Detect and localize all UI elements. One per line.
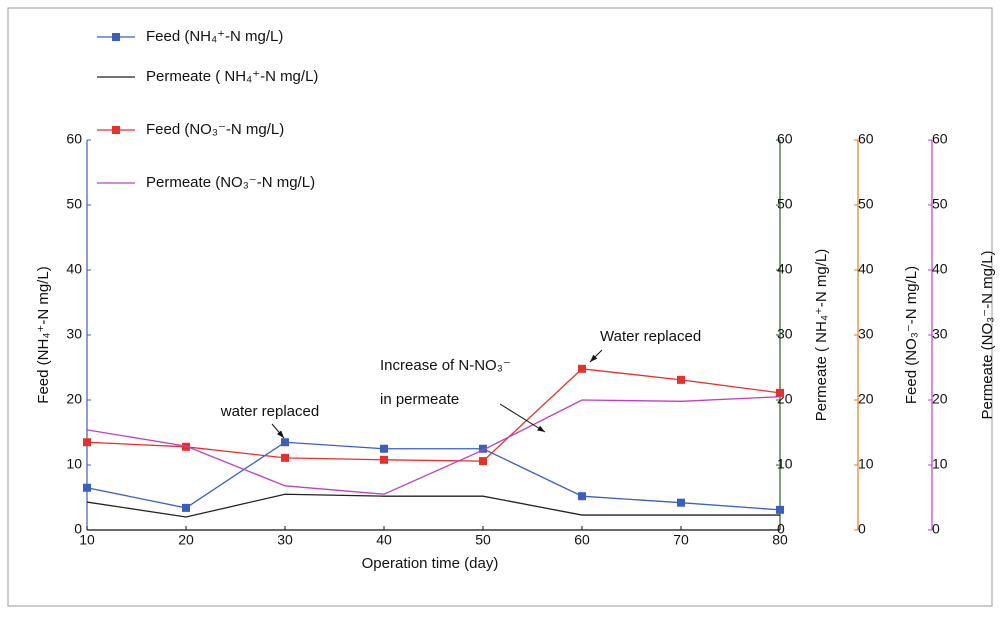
arrow-head (277, 430, 284, 438)
legend-label: Permeate (NO₃⁻-N mg/L) (146, 174, 315, 191)
x-tick-label: 70 (673, 532, 689, 548)
y-tick-label: 20 (932, 391, 948, 407)
y-tick-label: 0 (777, 521, 785, 537)
arrow-head (537, 425, 545, 432)
y-tick-label: 50 (777, 196, 793, 212)
marker (380, 444, 388, 453)
x-tick-label: 20 (178, 532, 194, 548)
y-tick-label: 10 (66, 456, 82, 472)
annotation: water replaced (220, 403, 319, 420)
y-axis-title: Permeate (NO₃⁻-N mg/L) (979, 250, 996, 419)
y-tick-label: 40 (932, 261, 948, 277)
series-line (86, 368, 781, 462)
marker (83, 438, 91, 447)
series-line (86, 493, 780, 518)
y-tick-label: 30 (66, 326, 82, 342)
y-tick-label: 60 (932, 131, 948, 147)
y-axis-title: Feed (NO₃⁻-N mg/L) (903, 266, 920, 404)
legend-label: Feed (NO₃⁻-N mg/L) (146, 121, 284, 138)
y-axis-title: Feed (NH₄⁺-N mg/L) (35, 266, 52, 403)
y-tick-label: 20 (66, 391, 82, 407)
y-tick-label: 30 (777, 326, 793, 342)
annotation: Water replaced (600, 328, 701, 345)
y-tick-label: 20 (858, 391, 874, 407)
y-tick-label: 60 (777, 131, 793, 147)
marker (578, 492, 586, 501)
x-tick-label: 40 (376, 532, 392, 548)
series-line (86, 396, 781, 495)
y-tick-label: 10 (932, 456, 948, 472)
y-axis-title: Permeate ( NH₄⁺-N mg/L) (813, 249, 830, 421)
y-tick-label: 50 (932, 196, 948, 212)
legend-marker (112, 33, 120, 41)
x-tick-label: 30 (277, 532, 293, 548)
series-line (86, 441, 781, 511)
y-tick-label: 60 (66, 131, 82, 147)
marker (776, 388, 784, 397)
y-tick-label: 0 (858, 521, 866, 537)
y-tick-label: 60 (858, 131, 874, 147)
legend-marker (112, 126, 120, 134)
x-tick-label: 50 (475, 532, 491, 548)
marker (578, 364, 586, 373)
x-axis-title: Operation time (day) (362, 555, 499, 572)
x-tick-label: 10 (79, 532, 95, 548)
y-tick-label: 10 (858, 456, 874, 472)
marker (281, 438, 289, 447)
y-tick-label: 30 (932, 326, 948, 342)
marker (677, 498, 685, 507)
y-tick-label: 50 (66, 196, 82, 212)
arrow (499, 403, 546, 433)
marker (479, 457, 487, 466)
arrow-head (590, 354, 598, 362)
y-tick-label: 30 (858, 326, 874, 342)
marker (479, 444, 487, 453)
y-tick-label: 10 (777, 456, 793, 472)
y-tick-label: 40 (858, 261, 874, 277)
legend-label: Feed (NH₄⁺-N mg/L) (146, 28, 283, 45)
y-tick-label: 50 (858, 196, 874, 212)
marker (776, 505, 784, 514)
marker (380, 455, 388, 464)
marker (677, 375, 685, 384)
marker (83, 483, 91, 492)
legend-label: Permeate ( NH₄⁺-N mg/L) (146, 68, 318, 85)
x-tick-label: 80 (772, 532, 788, 548)
y-tick-label: 0 (74, 521, 82, 537)
x-tick-label: 60 (574, 532, 590, 548)
annotation: in permeate (380, 391, 459, 408)
y-tick-label: 40 (777, 261, 793, 277)
annotation: Increase of N-NO₃⁻ (380, 357, 511, 374)
frame (7, 7, 993, 607)
marker (281, 453, 289, 462)
y-tick-label: 40 (66, 261, 82, 277)
y-tick-label: 0 (932, 521, 940, 537)
marker (182, 503, 190, 512)
